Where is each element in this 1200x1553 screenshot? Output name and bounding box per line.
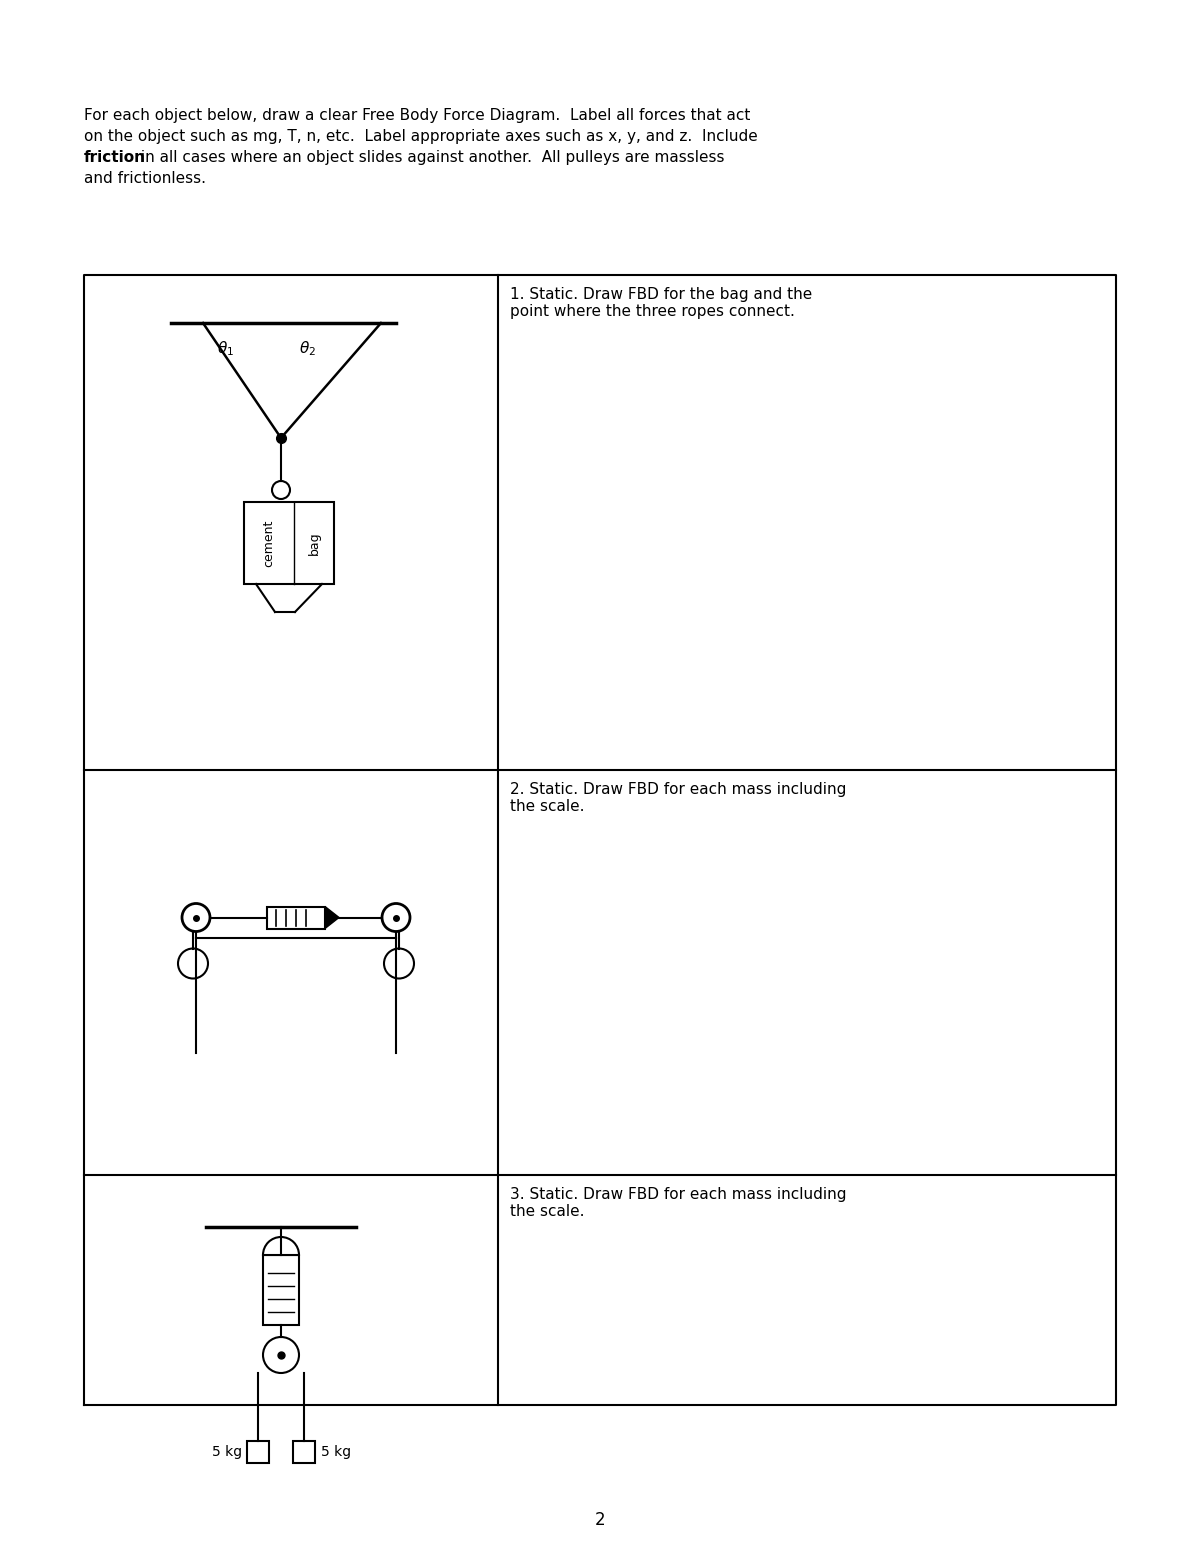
Circle shape bbox=[272, 481, 290, 499]
Text: 2. Static. Draw FBD for each mass including
the scale.: 2. Static. Draw FBD for each mass includ… bbox=[510, 783, 846, 814]
Bar bbox=[293, 1441, 314, 1463]
Circle shape bbox=[178, 949, 208, 978]
Text: For each object below, draw a clear Free Body Force Diagram.  Label all forces t: For each object below, draw a clear Free… bbox=[84, 109, 750, 123]
Text: 5 kg: 5 kg bbox=[322, 1444, 352, 1458]
Text: 1. Static. Draw FBD for the bag and the
point where the three ropes connect.: 1. Static. Draw FBD for the bag and the … bbox=[510, 287, 812, 320]
Bar bbox=[244, 502, 334, 584]
Text: 3. Static. Draw FBD for each mass including
the scale.: 3. Static. Draw FBD for each mass includ… bbox=[510, 1186, 846, 1219]
Text: $\theta_2$: $\theta_2$ bbox=[299, 339, 316, 357]
Text: bag: bag bbox=[307, 531, 320, 554]
Bar bbox=[263, 1255, 299, 1325]
Circle shape bbox=[382, 904, 410, 932]
Text: and frictionless.: and frictionless. bbox=[84, 171, 206, 186]
Bar bbox=[247, 1441, 269, 1463]
Text: $\theta_1$: $\theta_1$ bbox=[217, 339, 234, 357]
Circle shape bbox=[182, 904, 210, 932]
Polygon shape bbox=[325, 907, 340, 929]
Text: 5 kg: 5 kg bbox=[212, 1444, 242, 1458]
Text: 2: 2 bbox=[595, 1511, 605, 1530]
Text: cement: cement bbox=[263, 519, 276, 567]
Wedge shape bbox=[263, 1238, 299, 1255]
Circle shape bbox=[384, 949, 414, 978]
Text: in all cases where an object slides against another.  All pulleys are massless: in all cases where an object slides agai… bbox=[136, 151, 725, 165]
Text: on the object such as mg, T, n, etc.  Label appropriate axes such as x, y, and z: on the object such as mg, T, n, etc. Lab… bbox=[84, 129, 757, 144]
Text: friction: friction bbox=[84, 151, 146, 165]
Circle shape bbox=[263, 1337, 299, 1373]
Bar bbox=[266, 907, 325, 929]
